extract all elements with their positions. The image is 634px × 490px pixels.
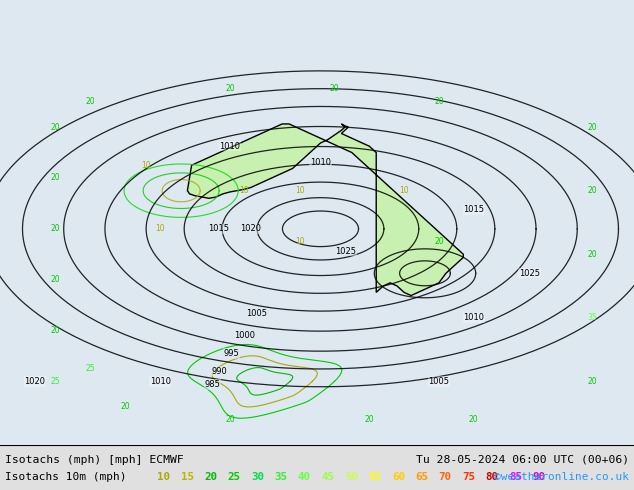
Text: Tu 28-05-2024 06:00 UTC (00+06): Tu 28-05-2024 06:00 UTC (00+06) [416, 455, 629, 465]
Text: 10: 10 [399, 186, 409, 195]
Text: 20: 20 [51, 224, 61, 233]
Text: 25: 25 [51, 377, 61, 386]
Text: 10: 10 [157, 472, 171, 482]
FancyBboxPatch shape [0, 0, 634, 445]
Text: 10: 10 [239, 186, 249, 195]
Text: ©weatheronline.co.uk: ©weatheronline.co.uk [494, 472, 629, 482]
Text: 10: 10 [155, 224, 165, 233]
Polygon shape [188, 124, 463, 295]
Text: 20: 20 [587, 377, 597, 386]
Text: 20: 20 [587, 186, 597, 195]
Text: 20: 20 [51, 275, 61, 284]
Text: 35: 35 [275, 472, 288, 482]
Text: 1010: 1010 [219, 142, 240, 151]
Text: 10: 10 [295, 186, 304, 195]
Text: 1025: 1025 [519, 269, 540, 278]
Text: 10: 10 [141, 161, 151, 170]
Text: 20: 20 [225, 415, 235, 424]
Text: 1005: 1005 [247, 309, 268, 318]
Text: 55: 55 [368, 472, 382, 482]
Text: 20: 20 [51, 122, 61, 132]
Text: 20: 20 [587, 250, 597, 259]
Text: 90: 90 [533, 472, 546, 482]
Text: 60: 60 [392, 472, 405, 482]
Text: 40: 40 [298, 472, 311, 482]
Text: 1020: 1020 [24, 377, 46, 386]
Text: 995: 995 [224, 349, 240, 358]
Text: 70: 70 [439, 472, 452, 482]
Text: Isotachs 10m (mph): Isotachs 10m (mph) [5, 472, 127, 482]
Text: 20: 20 [120, 402, 130, 411]
Text: 1010: 1010 [150, 377, 171, 386]
Text: 20: 20 [365, 415, 374, 424]
FancyBboxPatch shape [0, 0, 634, 445]
Text: 20: 20 [225, 84, 235, 94]
Text: 35: 35 [587, 313, 597, 322]
Text: 20: 20 [51, 173, 61, 182]
Text: 25: 25 [228, 472, 241, 482]
Text: 1005: 1005 [429, 377, 450, 386]
Text: 10: 10 [295, 237, 304, 246]
Text: 20: 20 [51, 326, 61, 335]
Text: 15: 15 [181, 472, 194, 482]
Text: 20: 20 [204, 472, 217, 482]
Text: 1020: 1020 [240, 224, 261, 233]
Text: 1000: 1000 [234, 331, 255, 340]
Text: 85: 85 [509, 472, 522, 482]
Text: 75: 75 [462, 472, 476, 482]
Text: 1010: 1010 [463, 313, 484, 322]
Text: 20: 20 [469, 415, 479, 424]
Text: 1015: 1015 [463, 205, 484, 214]
Text: Isotachs (mph) [mph] ECMWF: Isotachs (mph) [mph] ECMWF [5, 455, 184, 465]
Text: 45: 45 [321, 472, 335, 482]
Text: 80: 80 [486, 472, 499, 482]
Text: 20: 20 [434, 237, 444, 246]
Text: 1025: 1025 [335, 246, 356, 256]
Text: 30: 30 [251, 472, 264, 482]
Text: 1010: 1010 [310, 158, 331, 167]
Text: 20: 20 [434, 97, 444, 106]
Text: 20: 20 [330, 84, 339, 94]
Text: 20: 20 [86, 97, 95, 106]
Text: 20: 20 [587, 122, 597, 132]
Text: 990: 990 [211, 367, 227, 376]
Text: 1015: 1015 [209, 224, 230, 233]
Text: 985: 985 [205, 380, 221, 389]
Text: 25: 25 [86, 364, 95, 373]
Text: 65: 65 [415, 472, 429, 482]
Text: 50: 50 [345, 472, 358, 482]
